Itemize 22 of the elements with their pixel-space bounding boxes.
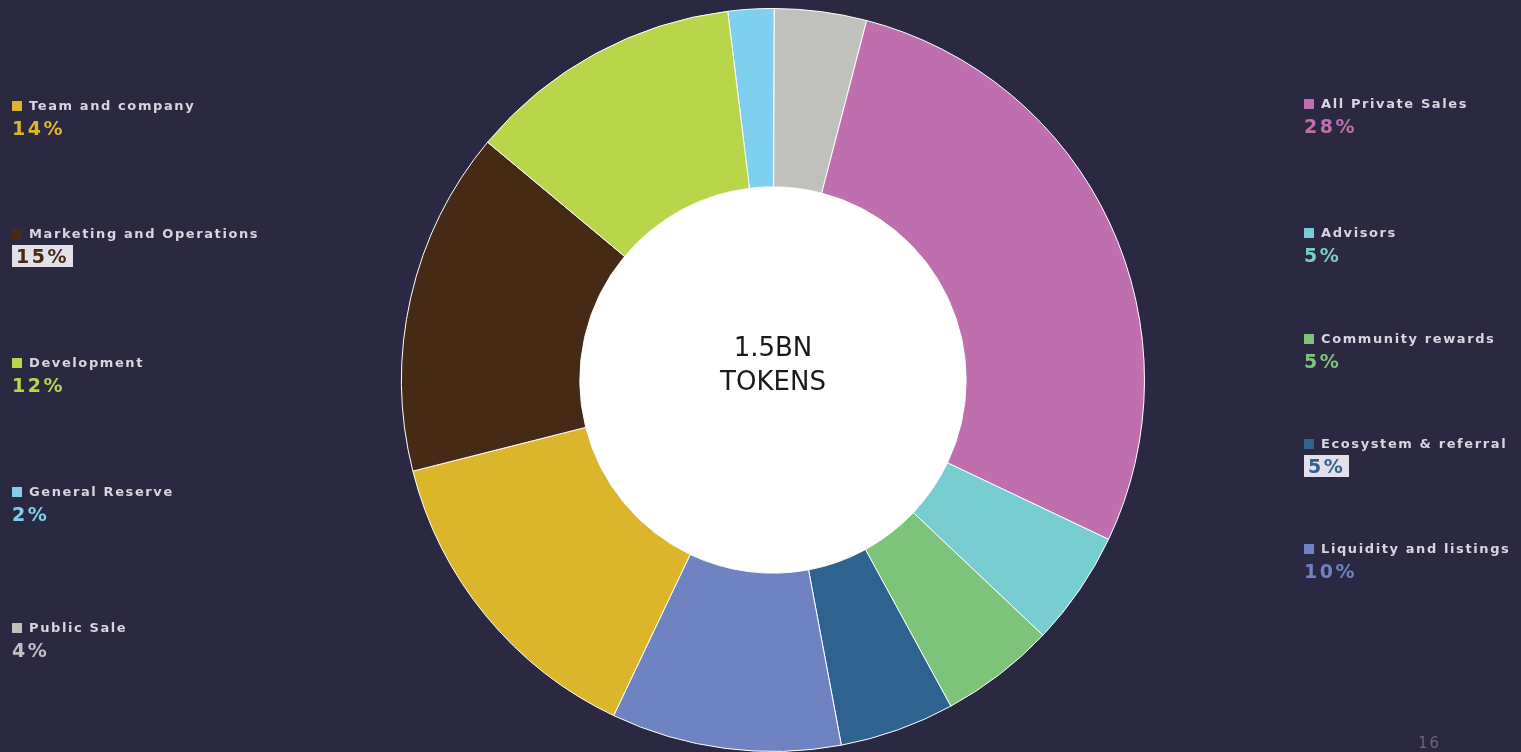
legend-label: Liquidity and listings bbox=[1321, 541, 1511, 556]
legend-label: Team and company bbox=[29, 98, 196, 113]
legend-label: Marketing and Operations bbox=[29, 226, 260, 241]
legend-label: Ecosystem & referral bbox=[1321, 436, 1508, 451]
data-label: 12% bbox=[12, 374, 66, 396]
legend-label: Advisors bbox=[1321, 225, 1397, 240]
data-label: 28% bbox=[1304, 115, 1358, 137]
legend-label: Public Sale bbox=[29, 620, 128, 635]
legend-label: Community rewards bbox=[1321, 331, 1496, 346]
legend-label: Development bbox=[29, 355, 145, 370]
data-label: 15% bbox=[12, 245, 73, 267]
text: 1.5BN TOKENS bbox=[719, 331, 827, 398]
data-label: 5% bbox=[1304, 350, 1343, 372]
data-label: 2% bbox=[12, 503, 51, 525]
data-label: 14% bbox=[12, 117, 66, 139]
data-label: 10% bbox=[1304, 560, 1358, 582]
data-label: 4% bbox=[12, 639, 51, 661]
data-label: 5% bbox=[1304, 455, 1350, 477]
text: 16 bbox=[1418, 734, 1442, 752]
legend-label: All Private Sales bbox=[1321, 96, 1469, 111]
legend-label: General Reserve bbox=[29, 484, 174, 499]
data-label: 5% bbox=[1304, 244, 1343, 266]
